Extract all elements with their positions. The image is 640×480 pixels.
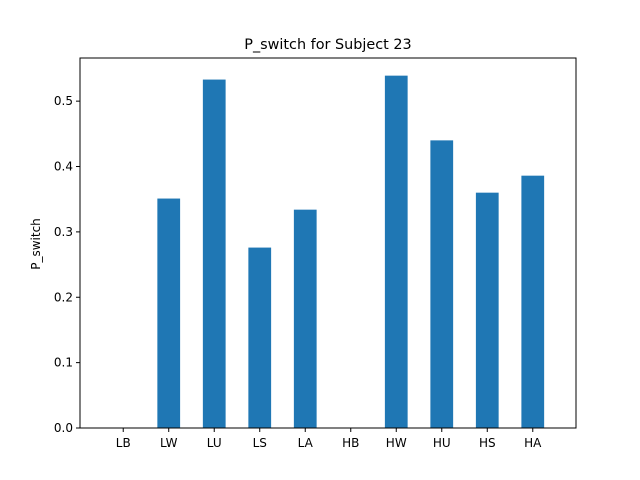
x-tick-label: LB — [116, 436, 131, 450]
x-tick-label: HB — [342, 436, 359, 450]
bar-lu — [202, 79, 226, 428]
bar-lw — [157, 198, 181, 428]
x-tick-label: LS — [253, 436, 267, 450]
y-tick-label: 0.3 — [54, 225, 73, 239]
bar-ha — [521, 175, 545, 428]
x-tick-label: HS — [479, 436, 496, 450]
x-axis-ticks: LB LW LU LS LA HB HW HU HS HA — [116, 428, 542, 450]
bar-la — [293, 209, 317, 428]
y-tick-label: 0.1 — [54, 356, 73, 370]
x-tick-label: HA — [524, 436, 542, 450]
y-axis-label: P_switch — [29, 218, 43, 270]
chart-title: P_switch for Subject 23 — [244, 37, 411, 53]
x-tick-label: LU — [207, 436, 222, 450]
bar-hu — [430, 140, 454, 428]
x-tick-label: LW — [160, 436, 178, 450]
y-tick-label: 0.4 — [54, 160, 73, 174]
bar-hs — [475, 192, 499, 428]
bars — [157, 75, 545, 428]
y-tick-label: 0.0 — [54, 421, 73, 435]
x-tick-label: HU — [433, 436, 451, 450]
plot-frame — [79, 57, 577, 429]
bar-ls — [248, 247, 272, 428]
x-tick-label: HW — [386, 436, 407, 450]
y-tick-label: 0.5 — [54, 94, 73, 108]
y-tick-label: 0.2 — [54, 290, 73, 304]
bar-hw — [384, 75, 408, 428]
x-tick-label: LA — [298, 436, 314, 450]
y-axis-ticks: 0.0 0.1 0.2 0.3 0.4 0.5 — [54, 94, 80, 435]
